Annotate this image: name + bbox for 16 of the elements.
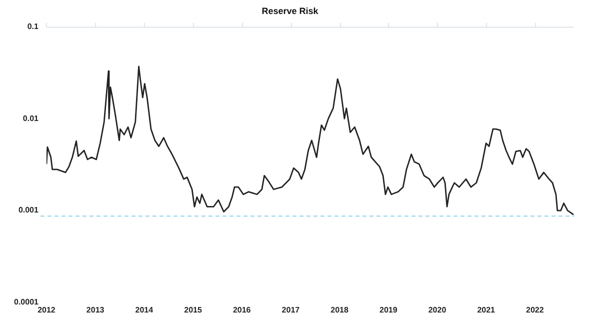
x-tick-label: 2019	[379, 305, 398, 314]
y-tick-label: 0.001	[18, 206, 40, 215]
x-tick-label: 2022	[526, 305, 544, 314]
x-tick-label: 2015	[184, 305, 202, 314]
x-tick-label: 2018	[330, 305, 349, 314]
y-tick-label: 0.1	[27, 22, 40, 32]
x-tick-label: 2013	[86, 305, 105, 314]
y-tick-label: 0.01	[22, 114, 40, 123]
x-tick-label: 2016	[232, 305, 252, 314]
y-tick-label: 0.0001	[14, 298, 40, 307]
x-tick-label: 2014	[135, 305, 154, 314]
x-tick-label: 2021	[477, 305, 496, 314]
x-tick-label: 2020	[428, 305, 447, 314]
chart-title: Reserve Risk	[262, 6, 320, 16]
x-tick-label: 2017	[282, 305, 300, 314]
x-tick-label: 2012	[38, 305, 56, 314]
